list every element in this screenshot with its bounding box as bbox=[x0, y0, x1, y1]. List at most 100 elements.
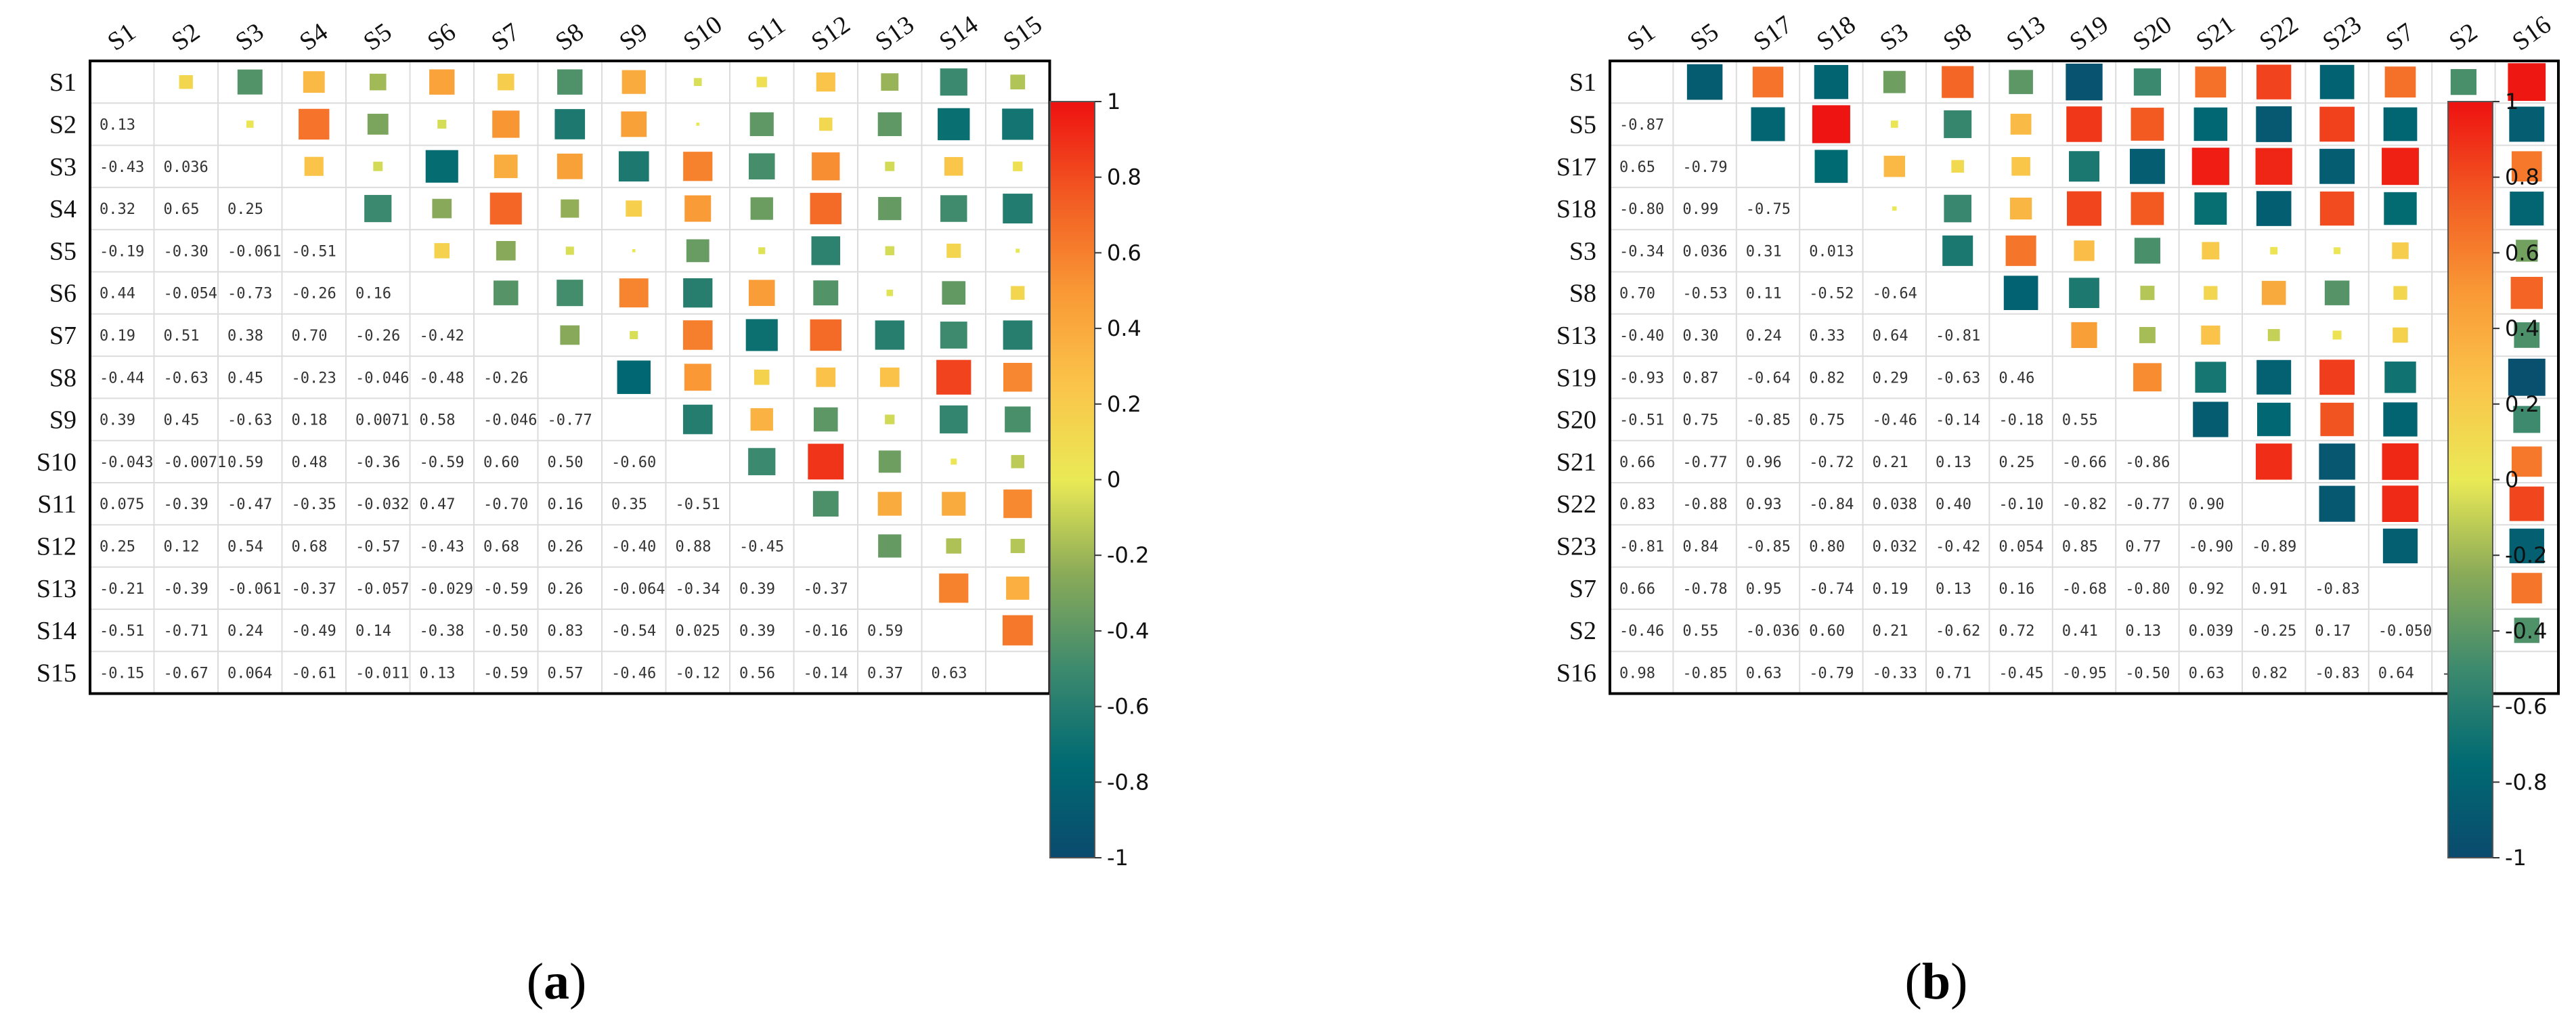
correlation-value-s6-s3: -0.73 bbox=[227, 286, 272, 303]
correlation-square-s5-s3 bbox=[1890, 121, 1898, 128]
correlation-values: -0.87 0.65 -0.79 -0.80 0.99 -0.75 -0.34 0.036 0.… bbox=[1619, 116, 2486, 682]
row-label-s14: S14 bbox=[37, 617, 77, 645]
correlation-value-s13-s8: 0.26 bbox=[548, 581, 584, 598]
correlation-square-s19-s7 bbox=[2384, 362, 2416, 393]
correlation-value-s10-s9: -0.60 bbox=[611, 454, 656, 471]
correlation-square-s20-s21 bbox=[2193, 401, 2229, 437]
correlation-square-s13-s20 bbox=[2139, 327, 2156, 343]
correlation-value-s19-s1: -0.93 bbox=[1619, 370, 1664, 387]
correlation-value-s19-s8: -0.63 bbox=[1936, 370, 1980, 387]
correlation-value-s13-s3: 0.64 bbox=[1873, 328, 1908, 345]
row-label-s11: S11 bbox=[37, 490, 77, 519]
correlation-value-s16-s13: -0.45 bbox=[1999, 665, 2043, 682]
correlation-value-s15-s10: -0.12 bbox=[676, 665, 720, 682]
correlation-value-s7-s8: 0.13 bbox=[1936, 581, 1971, 598]
correlation-value-s13-s9: -0.064 bbox=[611, 581, 665, 598]
correlation-square-s3-s20 bbox=[2134, 238, 2160, 264]
correlation-square-s4-s8 bbox=[561, 199, 580, 218]
correlation-square-s3-s11 bbox=[748, 153, 775, 180]
correlation-square-s8-s22 bbox=[2261, 280, 2286, 305]
correlation-value-s16-s17: 0.63 bbox=[1746, 665, 1782, 682]
row-label-s5: S5 bbox=[49, 237, 77, 265]
correlation-square-s9-s15 bbox=[1005, 406, 1031, 433]
correlation-value-s19-s5: 0.87 bbox=[1682, 370, 1718, 387]
correlation-square-s4-s14 bbox=[940, 195, 967, 222]
correlation-square-s3-s22 bbox=[2270, 246, 2278, 255]
correlation-value-s7-s6: -0.42 bbox=[420, 328, 464, 345]
correlation-square-s1-s5 bbox=[1686, 64, 1723, 100]
correlation-square-s5-s15 bbox=[1016, 248, 1020, 253]
correlation-value-s12-s7: 0.68 bbox=[483, 538, 519, 555]
correlation-square-s1-s7 bbox=[2384, 66, 2416, 98]
row-label-s3: S3 bbox=[49, 153, 77, 181]
correlation-square-s11-s13 bbox=[877, 491, 902, 516]
row-labels: S1 S2 S3 S4 S5 S6 S7 S8 S9 S10 S11 S12 S13 S14 S15 bbox=[37, 68, 77, 687]
row-label-s21: S21 bbox=[1556, 448, 1596, 477]
correlation-value-s20-s18: 0.75 bbox=[1809, 412, 1845, 429]
column-label-s8: S8 bbox=[550, 18, 589, 56]
correlation-square-s18-s22 bbox=[2256, 191, 2292, 226]
colorbar-tick-label: 0 bbox=[1107, 467, 1120, 493]
correlation-square-s1-s21 bbox=[2195, 66, 2227, 98]
correlation-value-s12-s9: -0.40 bbox=[611, 538, 656, 555]
correlation-value-s16-s18: -0.79 bbox=[1809, 665, 1854, 682]
correlation-value-s7-s19: -0.68 bbox=[2062, 581, 2107, 598]
correlation-value-s15-s14: 0.63 bbox=[932, 665, 967, 682]
correlation-value-s11-s6: 0.47 bbox=[420, 496, 456, 513]
correlation-value-s8-s5: -0.53 bbox=[1682, 286, 1727, 303]
correlation-value-s8-s3: -0.64 bbox=[1873, 286, 1917, 303]
column-label-s13: S13 bbox=[870, 10, 919, 56]
colorbar-tick-label: -0.8 bbox=[1107, 769, 1149, 795]
correlation-square-s3-s15 bbox=[1013, 161, 1023, 171]
correlation-value-s10-s4: 0.48 bbox=[292, 454, 328, 471]
correlation-square-s3-s7 bbox=[494, 154, 518, 179]
correlation-value-s13-s11: 0.39 bbox=[739, 581, 775, 598]
correlation-square-s4-s7 bbox=[489, 192, 522, 225]
correlation-value-s13-s1: -0.21 bbox=[100, 581, 144, 598]
correlation-square-s12-s13 bbox=[878, 534, 902, 558]
correlation-square-s6-s12 bbox=[813, 280, 839, 306]
correlation-square-s1-s20 bbox=[2133, 68, 2162, 96]
correlation-square-s18-s23 bbox=[2319, 191, 2355, 226]
correlation-value-s12-s3: 0.54 bbox=[227, 538, 263, 555]
correlation-square-s8-s21 bbox=[2204, 286, 2218, 300]
correlation-value-s9-s5: 0.0071 bbox=[355, 412, 409, 429]
correlation-value-s16-s8: 0.71 bbox=[1936, 665, 1971, 682]
correlation-value-s15-s2: -0.67 bbox=[164, 665, 209, 682]
panel-label-b: (b) bbox=[1905, 953, 1968, 1010]
correlation-square-s17-s20 bbox=[2129, 148, 2165, 184]
correlation-square-s8-s16 bbox=[2510, 276, 2544, 309]
correlation-square-s7-s11 bbox=[745, 319, 778, 351]
correlation-square-s3-s6 bbox=[425, 150, 458, 183]
correlation-square-s10-s15 bbox=[1011, 455, 1025, 468]
correlation-square-s5-s18 bbox=[1812, 105, 1850, 144]
correlation-square-s6-s7 bbox=[494, 280, 519, 305]
correlation-value-s7-s22: 0.91 bbox=[2252, 581, 2288, 598]
column-labels: S1 S2 S3 S4 S5 S6 S7 S8 S9 S10 S11 S12 S13 S14 S15 bbox=[102, 10, 1047, 56]
column-label-s14: S14 bbox=[934, 10, 984, 56]
correlation-value-s15-s1: -0.15 bbox=[100, 665, 144, 682]
correlation-square-s5-s7 bbox=[496, 240, 516, 261]
correlation-value-s12-s10: 0.88 bbox=[676, 538, 712, 555]
correlation-value-s23-s3: 0.032 bbox=[1873, 538, 1917, 555]
correlation-value-s23-s21: -0.90 bbox=[2189, 538, 2233, 555]
correlation-value-s11-s1: 0.075 bbox=[100, 496, 144, 513]
correlation-square-s5-s13 bbox=[2010, 114, 2032, 135]
correlation-square-s5-s7 bbox=[2383, 107, 2418, 141]
correlation-value-s10-s7: 0.60 bbox=[483, 454, 519, 471]
correlation-value-s13-s10: -0.34 bbox=[676, 581, 720, 598]
row-label-s13: S13 bbox=[37, 575, 77, 603]
correlation-square-s18-s13 bbox=[2009, 197, 2032, 220]
correlation-square-s2-s15 bbox=[1002, 108, 1034, 140]
correlation-square-s3-s7 bbox=[2392, 242, 2409, 259]
colorbar-tick-label: -0.6 bbox=[2505, 694, 2547, 720]
correlation-square-s21-s22 bbox=[2255, 443, 2292, 480]
correlation-value-s14-s13: 0.59 bbox=[867, 623, 903, 640]
correlation-value-s18-s1: -0.80 bbox=[1619, 201, 1664, 218]
correlation-square-s1-s13 bbox=[881, 73, 899, 91]
correlation-square-s6-s8 bbox=[556, 280, 584, 307]
correlation-squares bbox=[1686, 63, 2546, 643]
correlation-value-s2-s13: 0.72 bbox=[1999, 623, 2034, 640]
correlation-square-s1-s3 bbox=[1883, 70, 1906, 93]
grid-lines bbox=[1610, 61, 2558, 694]
